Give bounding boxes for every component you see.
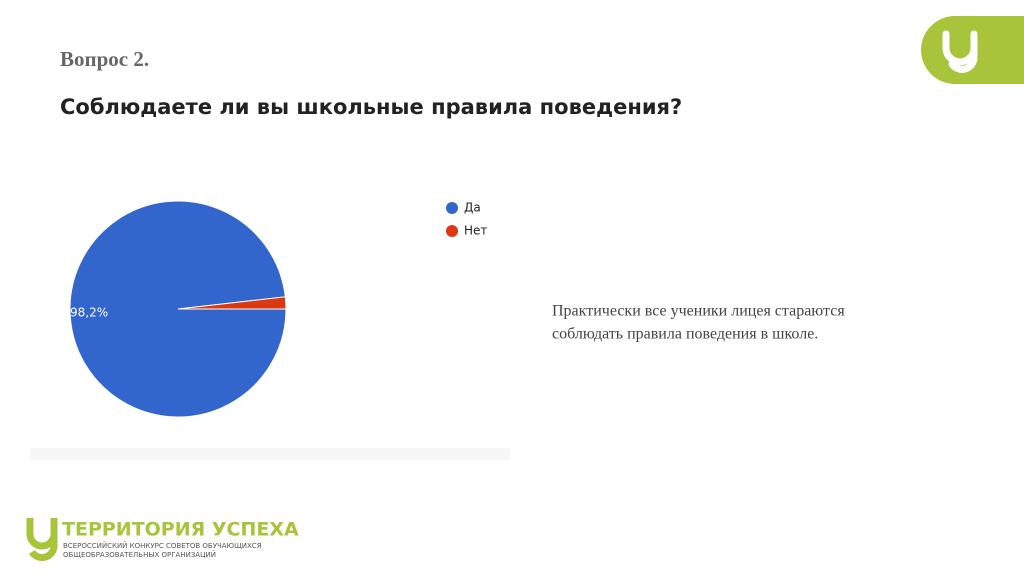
footer-logo-mark bbox=[26, 518, 58, 561]
question-number: Вопрос 2. bbox=[60, 47, 149, 71]
legend-swatch bbox=[446, 202, 458, 214]
chart-shadow bbox=[30, 448, 510, 460]
logo-subtitle: ВСЕРОССИЙСКИЙ КОНКУРС СОВЕТОВ ОБУЧАЮЩИХС… bbox=[63, 541, 262, 550]
slice-label: 98,2% bbox=[70, 306, 108, 320]
logo-subtitle: ОБЩЕОБРАЗОВАТЕЛЬНЫХ ОРГАНИЗАЦИЙ bbox=[63, 550, 216, 559]
note-line: Практически все ученики лицея стараются bbox=[552, 303, 845, 320]
legend-label: Да bbox=[464, 201, 481, 215]
logo-title: ТЕРРИТОРИЯ УСПЕХА bbox=[62, 519, 299, 541]
note-line: соблюдать правила поведения в школе. bbox=[552, 326, 818, 343]
question: Соблюдаете ли вы школьные правила поведе… bbox=[60, 95, 682, 119]
pie-slice bbox=[177, 296, 287, 310]
corner-logo-mark bbox=[942, 30, 978, 73]
legend-swatch bbox=[446, 225, 458, 237]
legend-label: Нет bbox=[464, 224, 487, 238]
